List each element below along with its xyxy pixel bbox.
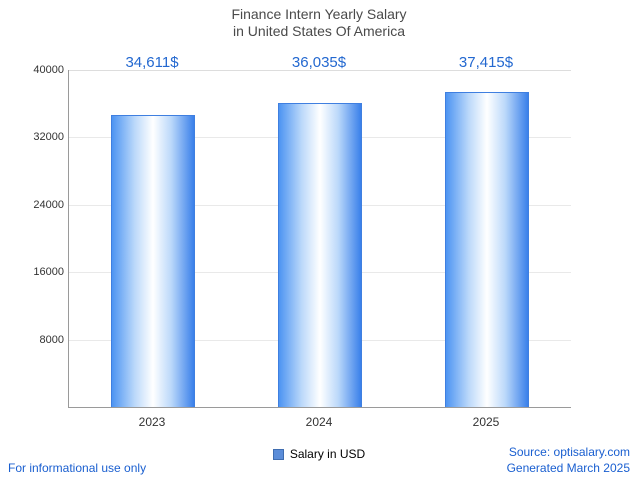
gridline-40000: [69, 70, 571, 71]
bar-2025: [445, 91, 530, 407]
chart-title: Finance Intern Yearly Salary in United S…: [0, 6, 638, 40]
generated-date: Generated March 2025: [506, 461, 630, 475]
y-axis-tick-16000: 16000: [33, 266, 64, 278]
bar-2024: [278, 103, 362, 407]
y-axis-tick-40000: 40000: [33, 64, 64, 76]
y-axis-tick-24000: 24000: [33, 199, 64, 211]
footer-source-block: Source: optisalary.com Generated March 2…: [507, 444, 630, 476]
bar-value-label-2025: 37,415$: [458, 54, 514, 71]
legend-swatch-icon: [272, 448, 284, 460]
y-axis-tick-8000: 8000: [39, 334, 64, 346]
plot-area: [68, 70, 571, 408]
chart-title-line1: Finance Intern Yearly Salary: [231, 6, 407, 22]
x-axis-label-2025: 2025: [472, 415, 500, 429]
chart-title-line2: in United States Of America: [233, 23, 405, 39]
source-link[interactable]: Source: optisalary.com: [508, 445, 630, 459]
x-axis-label-2023: 2023: [138, 415, 166, 429]
bar-value-label-2024: 36,035$: [291, 54, 347, 71]
bar-2023: [110, 115, 195, 407]
bar-value-label-2023: 34,611$: [125, 54, 179, 71]
legend-label: Salary in USD: [289, 447, 366, 461]
x-axis-label-2024: 2024: [305, 415, 333, 429]
disclaimer-note: For informational use only: [8, 461, 147, 475]
y-axis-tick-32000: 32000: [33, 131, 64, 143]
legend-item-salary-in-usd[interactable]: Salary in USD: [0, 447, 638, 461]
